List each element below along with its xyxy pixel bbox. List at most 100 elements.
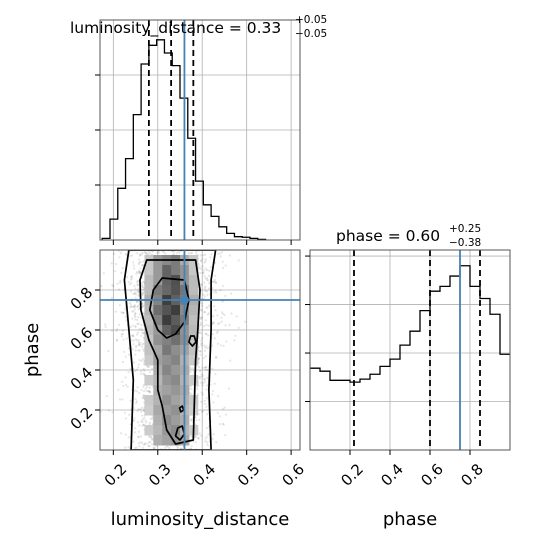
joint-scatter-point (149, 435, 153, 439)
joint-density-cell (188, 275, 199, 286)
joint-scatter-point (204, 437, 207, 440)
joint-scatter-point (194, 252, 198, 255)
joint-scatter-point (140, 406, 143, 409)
joint-scatter-point (212, 321, 215, 324)
joint-density-cell (162, 385, 172, 396)
joint-scatter-point (212, 291, 215, 294)
joint-scatter-point (208, 304, 211, 307)
joint-scatter-point (151, 443, 154, 446)
joint-density-cell (153, 315, 163, 326)
joint-scatter-point (141, 305, 144, 308)
joint-scatter-point (134, 291, 137, 294)
joint-scatter-point (100, 285, 103, 288)
joint-scatter-point (196, 385, 199, 388)
joint-scatter-point (128, 283, 131, 286)
joint-scatter-point (204, 366, 207, 369)
joint-scatter-point (132, 305, 135, 308)
joint-scatter-point (148, 365, 151, 368)
joint-density-cell (171, 425, 181, 436)
joint-scatter-point (141, 441, 144, 444)
joint-scatter-point (130, 254, 134, 257)
joint-scatter-point (148, 440, 151, 443)
joint-scatter-point (131, 317, 134, 320)
joint-truth-marker (179, 295, 189, 305)
marginal-phase-title-eq: = (383, 227, 406, 245)
joint-scatter-point (148, 252, 151, 255)
joint-scatter-point (134, 318, 137, 321)
joint-scatter-point (122, 338, 125, 341)
joint-scatter-point (217, 323, 220, 326)
joint-scatter-point (123, 350, 126, 353)
joint-scatter-point (129, 275, 133, 278)
joint-scatter-point (206, 277, 209, 280)
joint-density-cell (153, 305, 163, 316)
joint-scatter-point (138, 424, 141, 427)
joint-scatter-point (207, 287, 210, 290)
joint-scatter-point (137, 316, 140, 319)
joint-contour-inner-speck (178, 405, 185, 413)
joint-scatter-point (202, 269, 205, 272)
joint-scatter-point (220, 311, 224, 314)
joint-scatter-point (141, 446, 144, 449)
joint-scatter-point (213, 305, 216, 308)
joint-scatter-point (200, 343, 203, 346)
joint-scatter-point (114, 310, 117, 313)
joint-scatter-point (107, 409, 111, 412)
joint-scatter-point (134, 312, 137, 315)
joint-scatter-point (137, 304, 140, 308)
joint-density-cell (153, 415, 163, 426)
joint-scatter-point (205, 290, 208, 293)
joint-scatter-point (205, 376, 208, 379)
joint-scatter-point (198, 418, 201, 421)
joint-xtick-label-3: 0.5 (234, 460, 264, 490)
joint-density-cell (171, 365, 181, 376)
joint-scatter-point (149, 417, 152, 420)
joint-scatter-point (141, 285, 144, 288)
joint-scatter-point (122, 384, 125, 387)
joint-density-cell (171, 305, 181, 316)
marginal-phase-xtick-label-0: 0.2 (337, 460, 367, 490)
marginal-ld-grid (100, 20, 300, 240)
joint-scatter-point (162, 251, 165, 254)
joint-scatter-point (211, 437, 214, 440)
joint-scatter-point (225, 340, 228, 343)
joint-scatter-point (201, 381, 205, 385)
joint-scatter-point (137, 349, 140, 352)
joint-density-cell (162, 305, 172, 316)
joint-scatter-point (140, 334, 143, 337)
joint-scatter-point (115, 339, 118, 342)
joint-scatter-point (132, 335, 135, 338)
joint-scatter-point (222, 423, 225, 426)
joint-scatter-point (216, 411, 219, 414)
joint-scatter-point (199, 375, 202, 378)
joint-scatter-point (196, 388, 199, 391)
joint-scatter-point (244, 320, 247, 323)
joint-scatter-point (134, 447, 137, 450)
joint-scatter-point (216, 252, 219, 255)
joint-scatter-point (118, 398, 122, 401)
joint-scatter-point (136, 322, 139, 325)
joint-scatter-point (132, 419, 135, 422)
joint-density (100, 250, 300, 450)
joint-scatter-point (136, 318, 139, 322)
joint-scatter-point (135, 401, 138, 404)
joint-scatter-point (141, 251, 144, 255)
marginal-panel-luminosity-distance: luminosity_distance = 0.33 +0.05 −0.05 (70, 14, 327, 245)
joint-scatter-point (133, 431, 137, 434)
joint-scatter-point (196, 393, 199, 396)
joint-density-cell (188, 395, 199, 406)
joint-scatter-point (204, 289, 207, 293)
joint-scatter-point (224, 413, 228, 416)
joint-scatter-point (147, 390, 150, 393)
joint-scatter-point (199, 350, 202, 353)
joint-scatter-point (189, 370, 192, 373)
joint-scatter-point (206, 368, 209, 372)
joint-scatter-point (201, 336, 204, 339)
joint-scatter-point (125, 417, 128, 420)
joint-scatter-point (176, 445, 179, 448)
joint-scatter-point (197, 437, 200, 440)
joint-scatter-point (203, 281, 206, 284)
joint-scatter-point (116, 282, 119, 285)
joint-scatter-point (204, 368, 207, 371)
joint-scatter-point (137, 294, 140, 297)
